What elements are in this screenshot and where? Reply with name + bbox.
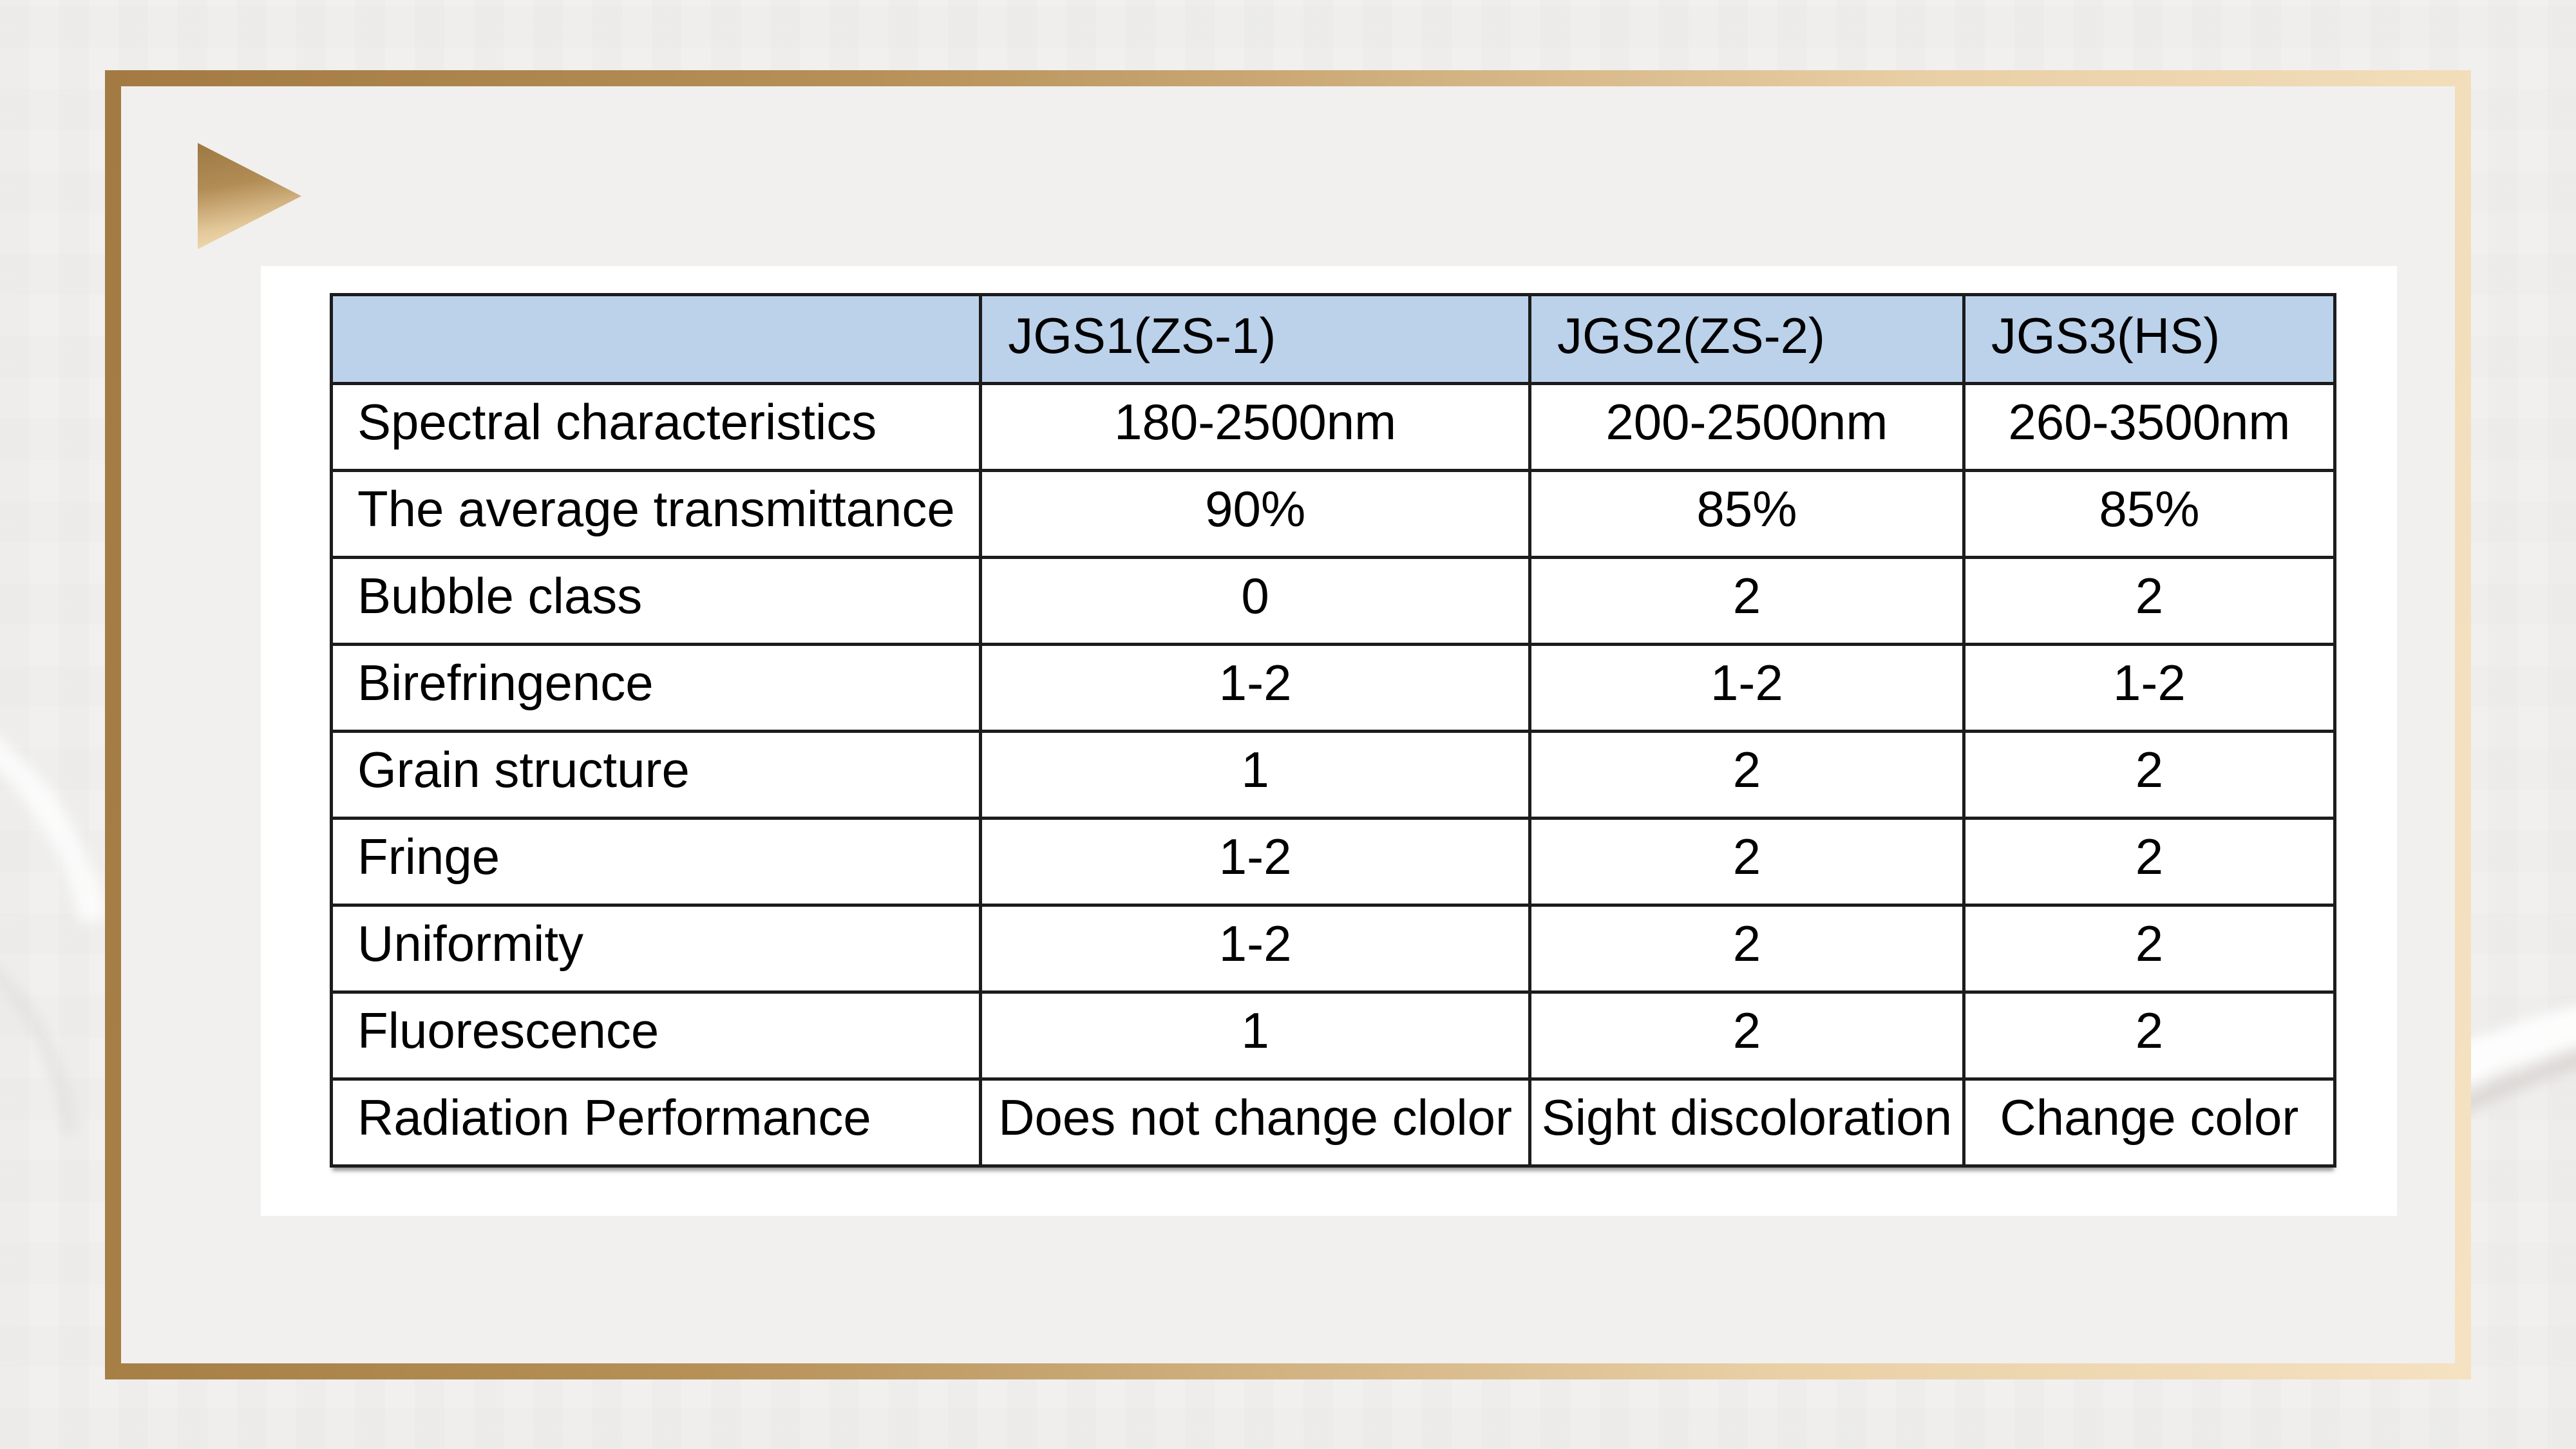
spec-table: JGS1(ZS-1) JGS2(ZS-2) JGS3(HS) Spectral … [329,293,2337,1168]
row-value: 180-2500nm [979,382,1531,472]
row-value: 1 [979,990,1531,1081]
header-cell-jgs3: JGS3(HS) [1962,293,2337,385]
row-label: The average transmittance [329,469,983,559]
table-row: Spectral characteristics 180-2500nm 200-25… [329,382,2337,472]
header-cell-jgs2: JGS2(ZS-2) [1528,293,1965,385]
row-value: 2 [1962,817,2337,907]
swoosh-shadow-left [0,967,79,1135]
row-value: 1-2 [979,643,1531,733]
row-value: 85% [1962,469,2337,559]
row-value: Sight discoloration [1528,1077,1965,1168]
row-label: Fluorescence [329,990,983,1081]
row-value: 2 [1962,730,2337,820]
row-value: 1-2 [979,904,1531,994]
row-value: 2 [1528,817,1965,907]
row-value: 1-2 [1962,643,2337,733]
row-value: 2 [1528,556,1965,646]
row-value: 2 [1962,990,2337,1081]
row-value: 2 [1962,556,2337,646]
row-value: 85% [1528,469,1965,559]
table-row: Grain structure 1 2 2 [329,730,2337,820]
row-value: 90% [979,469,1531,559]
table-header-row: JGS1(ZS-1) JGS2(ZS-2) JGS3(HS) [329,293,2337,385]
table-row: Fluorescence 1 2 2 [329,990,2337,1081]
row-value: 1-2 [979,817,1531,907]
row-label: Spectral characteristics [329,382,983,472]
swoosh-curve-left [0,738,107,924]
row-value: 2 [1962,904,2337,994]
row-label: Fringe [329,817,983,907]
table-row: Radiation Performance Does not change clo… [329,1077,2337,1168]
table-row: Birefringence 1-2 1-2 1-2 [329,643,2337,733]
header-cell-blank [329,293,983,385]
header-cell-jgs1: JGS1(ZS-1) [979,293,1531,385]
row-label: Grain structure [329,730,983,820]
row-label: Radiation Performance [329,1077,983,1168]
row-value: 200-2500nm [1528,382,1965,472]
row-value: Change color [1962,1077,2337,1168]
row-value: Does not change clolor [979,1077,1531,1168]
row-label: Bubble class [329,556,983,646]
row-label: Birefringence [329,643,983,733]
row-value: 2 [1528,904,1965,994]
table-row: Uniformity 1-2 2 2 [329,904,2337,994]
row-value: 2 [1528,990,1965,1081]
row-value: 0 [979,556,1531,646]
row-value: 1 [979,730,1531,820]
row-value: 1-2 [1528,643,1965,733]
row-label: Uniformity [329,904,983,994]
row-value: 2 [1528,730,1965,820]
content-panel: JGS1(ZS-1) JGS2(ZS-2) JGS3(HS) Spectral … [261,266,2397,1216]
table-row: Bubble class 0 2 2 [329,556,2337,646]
row-value: 260-3500nm [1962,382,2337,472]
table-row: The average transmittance 90% 85% 85% [329,469,2337,559]
table-body: Spectral characteristics 180-2500nm 200-25… [329,382,2337,1168]
table-row: Fringe 1-2 2 2 [329,817,2337,907]
